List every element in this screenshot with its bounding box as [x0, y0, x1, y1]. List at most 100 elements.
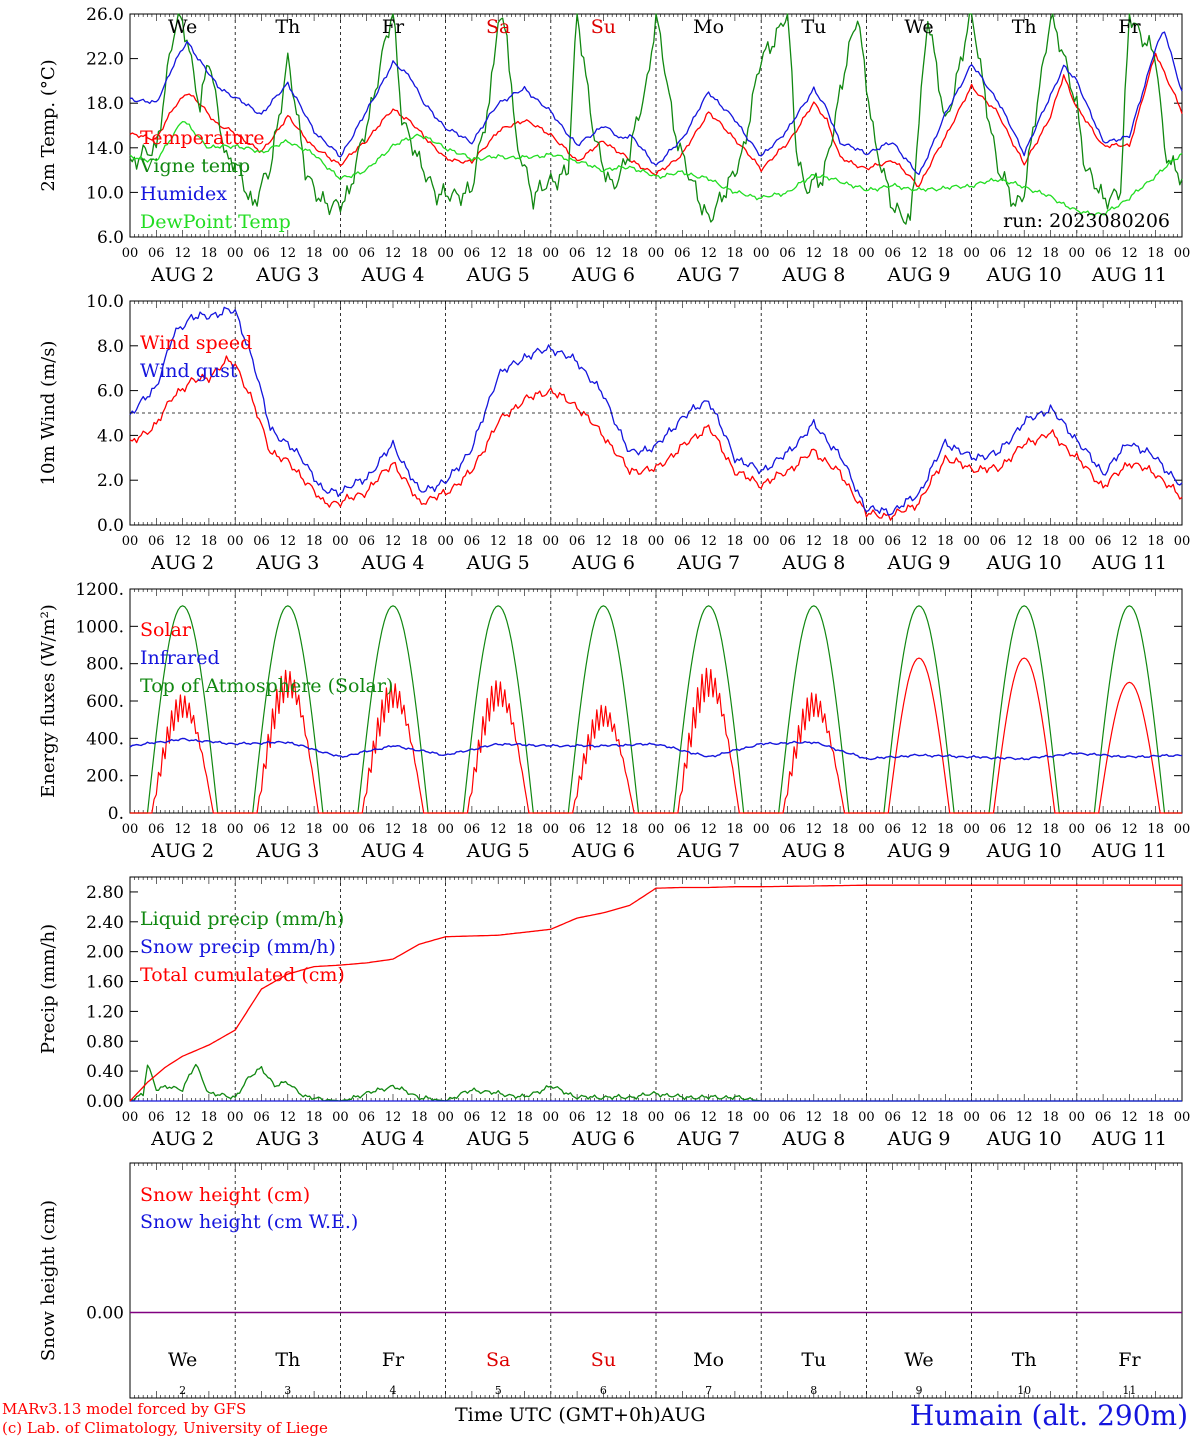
hour-tick-label: 12 — [595, 1110, 612, 1125]
legend-wind-speed: Wind speed — [140, 332, 252, 354]
day-label: AUG 5 — [466, 840, 530, 862]
hour-tick-label: 12 — [700, 1110, 717, 1125]
hour-tick-label: 18 — [937, 534, 954, 549]
y-tick-label: 0.00 — [86, 1304, 124, 1324]
day-number-label: 10 — [1017, 1384, 1031, 1397]
y-tick-label: 10.0 — [86, 292, 124, 312]
day-label: AUG 4 — [360, 1128, 424, 1150]
hour-tick-label: 00 — [648, 1110, 665, 1125]
hour-tick-label: 18 — [306, 1110, 323, 1125]
y-tick-label: 0.80 — [86, 1032, 124, 1052]
hour-tick-label: 18 — [516, 246, 533, 261]
day-label: AUG 9 — [886, 552, 950, 574]
y-tick-label: 1200. — [75, 580, 124, 600]
hour-tick-label: 00 — [437, 822, 454, 837]
hour-tick-label: 06 — [1095, 246, 1112, 261]
legend-snow-height-cm-w-e-: Snow height (cm W.E.) — [140, 1211, 358, 1233]
hour-tick-label: 18 — [201, 246, 218, 261]
hour-tick-label: 12 — [490, 1110, 507, 1125]
hour-tick-label: 12 — [700, 534, 717, 549]
hour-tick-label: 00 — [1069, 534, 1086, 549]
day-label: AUG 5 — [466, 552, 530, 574]
hour-tick-label: 18 — [727, 534, 744, 549]
hour-tick-label: 06 — [464, 246, 481, 261]
hour-tick-label: 00 — [1069, 1110, 1086, 1125]
weekday-label: Th — [275, 16, 300, 38]
day-label: AUG 2 — [150, 840, 214, 862]
y-tick-label: 6.0 — [97, 382, 124, 402]
hour-tick-label: 06 — [569, 534, 586, 549]
hour-tick-label: 06 — [1095, 1110, 1112, 1125]
weekday-label: Tu — [801, 16, 826, 38]
series-line-wind-speed — [129, 355, 1183, 521]
hour-tick-label: 00 — [122, 822, 139, 837]
hour-tick-label: 00 — [753, 246, 770, 261]
hour-tick-label: 00 — [332, 1110, 349, 1125]
hour-tick-label: 12 — [595, 822, 612, 837]
day-label: AUG 3 — [255, 840, 319, 862]
run-label: run: 2023080206 — [1003, 210, 1170, 232]
day-label: AUG 11 — [1091, 1128, 1167, 1150]
day-label: AUG 8 — [781, 840, 845, 862]
hour-tick-label: 18 — [621, 534, 638, 549]
hour-tick-label: 00 — [1174, 534, 1191, 549]
hour-tick-label: 18 — [937, 246, 954, 261]
hour-tick-label: 06 — [884, 534, 901, 549]
series-line-vigne-temp — [129, 13, 1183, 225]
hour-tick-label: 00 — [437, 534, 454, 549]
hour-tick-label: 18 — [832, 246, 849, 261]
hour-tick-label: 12 — [280, 534, 297, 549]
x-axis-label: Time UTC (GMT+0h) — [455, 1404, 661, 1426]
legend-wind-gust: Wind gust — [140, 360, 238, 382]
credit-line-2: (c) Lab. of Climatology, University of L… — [2, 1419, 328, 1437]
y-tick-label: 2.0 — [97, 471, 124, 491]
hour-tick-label: 18 — [832, 822, 849, 837]
hour-tick-label: 12 — [806, 822, 823, 837]
hour-tick-label: 06 — [148, 1110, 165, 1125]
hour-tick-label: 18 — [727, 1110, 744, 1125]
hour-tick-label: 12 — [911, 534, 928, 549]
weekday-label: Fr — [1118, 1349, 1141, 1371]
y-tick-label: 10.0 — [86, 183, 124, 203]
y-axis-title: Energy fluxes (W/m²) — [38, 604, 59, 798]
y-axis-title: 10m Wind (m/s) — [38, 341, 59, 486]
hour-tick-label: 00 — [963, 822, 980, 837]
hour-tick-label: 06 — [884, 1110, 901, 1125]
weekday-label: Mo — [693, 1349, 724, 1371]
hour-tick-label: 18 — [411, 534, 428, 549]
day-label: AUG 11 — [1091, 264, 1167, 286]
hour-tick-label: 06 — [253, 1110, 270, 1125]
hour-tick-label: 18 — [727, 246, 744, 261]
weekday-label: Fr — [1118, 16, 1141, 38]
hour-tick-label: 00 — [858, 246, 875, 261]
hour-tick-label: 06 — [253, 822, 270, 837]
day-label: AUG 10 — [986, 552, 1062, 574]
hour-tick-label: 18 — [306, 534, 323, 549]
weekday-label: Sa — [486, 1349, 510, 1371]
hour-tick-label: 00 — [332, 246, 349, 261]
legend-snow-precip-mm-h-: Snow precip (mm/h) — [140, 936, 336, 958]
hour-tick-label: 06 — [253, 534, 270, 549]
hour-tick-label: 18 — [1042, 246, 1059, 261]
day-label: AUG 6 — [571, 840, 635, 862]
y-tick-label: 4.0 — [97, 426, 124, 446]
hour-tick-label: 12 — [1121, 534, 1138, 549]
hour-tick-label: 12 — [1016, 1110, 1033, 1125]
hour-tick-label: 12 — [174, 822, 191, 837]
hour-tick-label: 06 — [1095, 534, 1112, 549]
plot-frame-0 — [129, 13, 1183, 238]
day-label: AUG 6 — [571, 552, 635, 574]
weekday-label: Fr — [382, 16, 405, 38]
weekday-label: Sa — [486, 16, 510, 38]
hour-tick-label: 18 — [1147, 1110, 1164, 1125]
hour-tick-label: 06 — [1095, 822, 1112, 837]
hour-tick-label: 06 — [674, 534, 691, 549]
hour-tick-label: 00 — [963, 246, 980, 261]
hour-tick-label: 18 — [516, 534, 533, 549]
y-axis-title: 2m Temp. (°C) — [38, 59, 59, 191]
hour-tick-label: 00 — [543, 246, 560, 261]
series-line-solar — [130, 657, 1182, 814]
hour-tick-label: 12 — [174, 534, 191, 549]
hour-tick-label: 06 — [779, 822, 796, 837]
